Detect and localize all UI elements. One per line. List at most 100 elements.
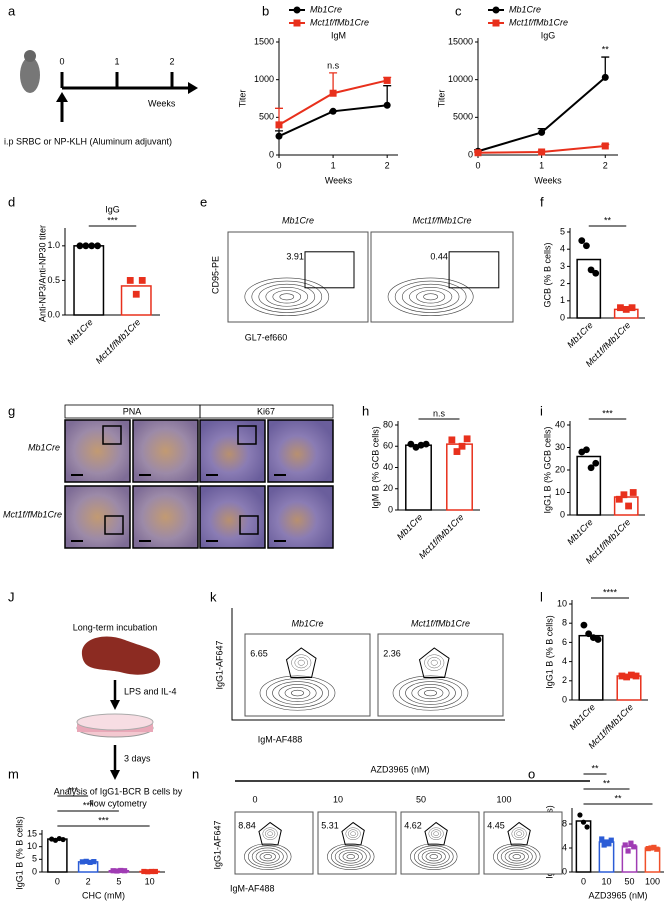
data-point [620,491,628,499]
y-tick-label: 30 [555,442,565,452]
panel-label: l [540,589,543,604]
step-label: Analysis of IgG1-BCR B cells by [54,786,183,796]
data-point [615,495,623,503]
contour [272,290,302,304]
data-point [592,459,600,467]
data-point [628,304,636,312]
data-point [625,502,632,510]
data-point [584,824,590,830]
step-arrow-head [110,770,120,780]
data-point [417,441,425,449]
mouse-icon [20,57,40,93]
column-header: PNA [123,406,142,416]
chart-title: IgM [331,30,346,40]
data-point [645,846,651,852]
contour [338,849,363,864]
data-point [629,489,637,496]
y-tick-label: 5 [32,854,37,864]
data-point [91,859,97,865]
data-point [275,121,283,129]
contour [346,854,355,860]
data-point [383,101,391,109]
y-tick-label: 2 [560,278,565,288]
contour [350,831,356,836]
y-axis-label: CD95-PE [210,256,220,294]
x-axis-label: CHC (mM) [82,890,125,900]
contour [290,689,305,697]
zoom-box [104,515,124,535]
legend-marker [293,6,301,14]
contour [421,849,446,864]
step-label: Long-term incubation [73,622,158,632]
bar [73,245,105,316]
y-tick-label: 10 [27,841,37,851]
data-point [625,848,631,854]
contour [401,283,460,310]
legend-label: Mct1f/fMb1Cre [509,17,568,27]
data-point [132,290,140,298]
contour [284,686,311,700]
contour [279,293,295,301]
annotation: *** [83,800,94,810]
data-point [577,812,583,818]
data-point [580,621,588,629]
x-axis-label: IgM-AF488 [258,734,303,744]
y-tick-label: 6 [562,637,567,647]
y-tick-label: 4 [560,244,565,254]
contour [255,849,280,864]
data-point [617,304,624,312]
contour [272,681,323,705]
data-point [329,107,337,115]
data-point [592,269,600,277]
gate [341,821,365,846]
x-tick-label: 2 [603,160,608,170]
contour [427,657,441,669]
contour [433,831,439,836]
x-tick-label: Mct1f/fMb1Cre [94,317,143,366]
plot-title: AZD3965 (nM) [370,764,429,774]
x-tick-label: Mb1Cre [395,512,425,542]
plot-frame [231,608,505,721]
panel-label: a [8,3,16,18]
panel-label: c [455,3,462,18]
data-point [407,440,415,448]
y-tick-label: 1.0 [47,240,60,250]
y-tick-label: 80 [383,419,393,429]
y-tick-label: 4 [562,656,567,666]
contour [416,290,446,304]
step-arrow-head [110,700,120,710]
gate [258,821,282,846]
data-point [275,132,283,140]
bar [576,455,602,516]
y-tick-label: 1 [560,295,565,305]
y-tick-label: 0 [269,149,274,159]
data-point [383,76,391,84]
data-point [412,443,420,451]
data-point [79,859,86,865]
contour [259,675,336,711]
gate-percentage: 5.31 [321,820,339,830]
timeline-unit: Weeks [148,98,176,108]
data-point [83,858,89,864]
histology-image [132,419,199,483]
bar [578,634,604,701]
contour [500,847,533,866]
y-axis-label: IgM B (% GCB cells) [370,426,380,509]
contour [405,681,456,705]
y-axis-label: IgG1 B (% B cells) [14,816,24,890]
contour [267,831,273,836]
data-point [618,672,626,680]
y-tick-label: 0 [468,149,473,159]
plot-title: Mb1Cre [282,215,314,225]
data-point [594,636,602,643]
x-tick-label: 2 [86,876,91,886]
contour [398,678,463,708]
x-axis-label: Weeks [534,175,562,185]
data-point [648,845,654,851]
panel-label: J [8,589,15,604]
data-point [145,869,151,875]
x-axis-label: IgM-AF488 [230,883,275,893]
contour [413,845,454,868]
data-point [622,842,628,848]
chart-title: IgG [541,30,556,40]
